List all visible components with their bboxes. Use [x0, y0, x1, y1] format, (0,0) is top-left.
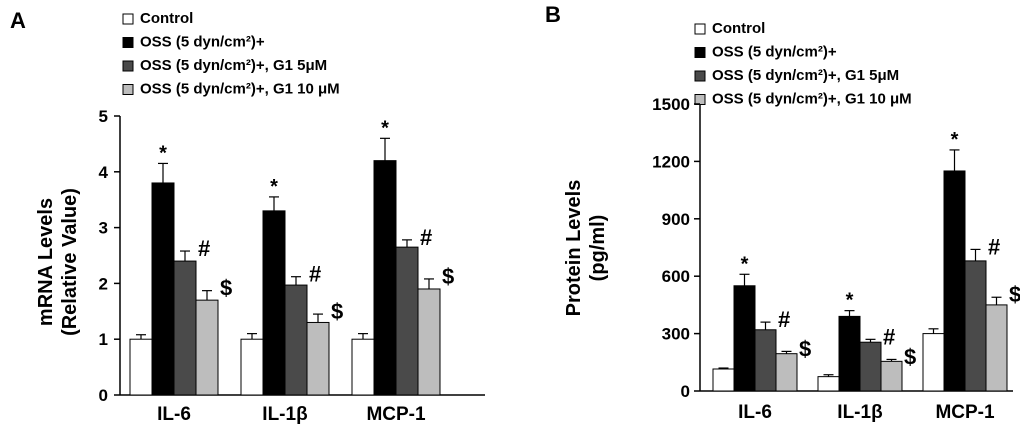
legend-label-oss: OSS (5 dyn/cm²)+ — [140, 34, 265, 51]
legend-swatch-oss_g1_5 — [122, 60, 134, 72]
bar-control — [922, 333, 945, 392]
significance-mark-oss_g1_5: # — [883, 324, 895, 349]
significance-mark-oss: * — [951, 129, 959, 151]
x-category-label: IL-6 — [738, 402, 772, 423]
y-tick-label: 5 — [99, 107, 108, 126]
legend-swatch-oss — [694, 47, 706, 58]
bar-oss — [262, 210, 286, 396]
bar-oss_g1_10 — [195, 299, 219, 396]
significance-mark-oss: * — [159, 142, 167, 164]
panel-b-legend: Control OSS (5 dyn/cm²)+ OSS (5 dyn/cm²)+,… — [694, 20, 912, 108]
legend-label-oss_g1_5: OSS (5 dyn/cm²)+, G1 5μM — [712, 67, 899, 84]
panel-b-ylabel-line1: Protein Levels — [563, 180, 585, 317]
legend-swatch-oss_g1_10 — [122, 84, 134, 95]
significance-mark-oss_g1_5: # — [778, 307, 790, 332]
significance-mark-oss_g1_10: $ — [904, 344, 916, 369]
significance-mark-oss_g1_10: $ — [799, 336, 811, 361]
bar-control — [712, 368, 735, 392]
bar-oss_g1_5 — [964, 260, 987, 392]
x-category-label: IL-1β — [262, 404, 307, 425]
bar-oss_g1_5 — [173, 260, 197, 396]
x-category-label: MCP-1 — [935, 402, 995, 423]
significance-mark-oss: * — [846, 290, 854, 312]
legend-label-oss_g1_10: OSS (5 dyn/cm²)+, G1 10 μM — [140, 81, 340, 98]
legend-swatch-control — [694, 23, 706, 35]
panel-b-letter: B — [545, 2, 561, 27]
bar-oss_g1_5 — [395, 246, 419, 396]
bar-control — [129, 338, 153, 396]
panel-a-axes: 0 1 2 3 4 5 IL-6 IL-1β MCP-1 — [99, 107, 485, 425]
significance-mark-oss_g1_10: $ — [442, 264, 454, 289]
panel-b: B Control OSS (5 dyn/cm²)+ OSS (5 dyn/cm²)… — [545, 2, 1020, 423]
bar-oss_g1_5 — [284, 284, 308, 396]
y-tick-label: 4 — [99, 163, 109, 182]
significance-mark-oss_g1_10: $ — [1009, 282, 1020, 307]
panel-a-ylabel-line1: mRNA Levels — [35, 198, 57, 326]
legend-label-oss_g1_10: OSS (5 dyn/cm²)+, G1 10 μM — [712, 91, 912, 108]
y-tick-label: 3 — [99, 219, 108, 238]
y-tick-label: 2 — [99, 274, 108, 293]
y-tick-label: 900 — [662, 210, 690, 229]
bar-oss_g1_10 — [880, 360, 903, 392]
bar-control — [351, 338, 375, 396]
legend-swatch-oss_g1_5 — [694, 70, 706, 82]
x-category-label: MCP-1 — [366, 404, 426, 425]
significance-mark-oss: * — [741, 253, 749, 275]
bar-oss_g1_10 — [775, 353, 798, 392]
legend-swatch-oss_g1_10 — [694, 94, 706, 105]
significance-mark-oss_g1_5: # — [198, 236, 210, 261]
bar-oss — [838, 315, 861, 392]
bar-oss_g1_5 — [754, 329, 777, 392]
legend-label-control: Control — [140, 10, 193, 27]
significance-mark-oss_g1_5: # — [309, 262, 321, 287]
legend-label-control: Control — [712, 20, 765, 37]
bar-control — [240, 338, 264, 396]
panel-b-ylabel-line2: (pg/ml) — [587, 215, 609, 282]
bar-oss_g1_10 — [417, 288, 441, 396]
significance-mark-oss_g1_5: # — [420, 225, 432, 250]
y-tick-label: 1200 — [652, 152, 690, 171]
bar-oss_g1_10 — [985, 304, 1008, 392]
x-category-label: IL-1β — [837, 402, 882, 423]
panel-a-ylabel-line2: (Relative Value) — [59, 188, 81, 336]
bar-oss — [373, 160, 397, 396]
legend-label-oss: OSS (5 dyn/cm²)+ — [712, 44, 837, 61]
legend-label-oss_g1_5: OSS (5 dyn/cm²)+, G1 5μM — [140, 57, 327, 74]
y-tick-label: 1 — [99, 330, 108, 349]
bar-control — [817, 376, 840, 392]
x-category-label: IL-6 — [157, 404, 191, 425]
significance-mark-oss_g1_10: $ — [331, 299, 343, 324]
bar-oss — [943, 170, 966, 392]
panel-a-bars: * # $ * # $ * # $ — [129, 117, 454, 396]
legend-swatch-oss — [122, 37, 134, 48]
bar-oss_g1_10 — [306, 321, 330, 396]
significance-mark-oss_g1_5: # — [988, 234, 1000, 259]
significance-mark-oss: * — [381, 117, 389, 139]
panel-a: A Control OSS (5 dyn/cm²)+ OSS (5 dyn/cm²)… — [10, 8, 485, 425]
significance-mark-oss_g1_10: $ — [220, 276, 232, 301]
y-tick-label: 300 — [662, 325, 690, 344]
panel-b-bars: * # $ * # $ * # $ — [712, 129, 1020, 392]
bar-oss_g1_5 — [859, 341, 882, 392]
bar-oss — [151, 182, 175, 396]
y-tick-label: 1500 — [652, 95, 690, 114]
significance-mark-oss: * — [270, 176, 278, 198]
y-tick-label: 600 — [662, 267, 690, 286]
y-tick-label: 0 — [99, 386, 108, 405]
panel-a-legend: Control OSS (5 dyn/cm²)+ OSS (5 dyn/cm²)+,… — [122, 10, 340, 98]
y-tick-label: 0 — [681, 382, 690, 401]
panel-a-letter: A — [10, 8, 26, 33]
legend-swatch-control — [122, 13, 134, 25]
bar-oss — [733, 285, 756, 392]
